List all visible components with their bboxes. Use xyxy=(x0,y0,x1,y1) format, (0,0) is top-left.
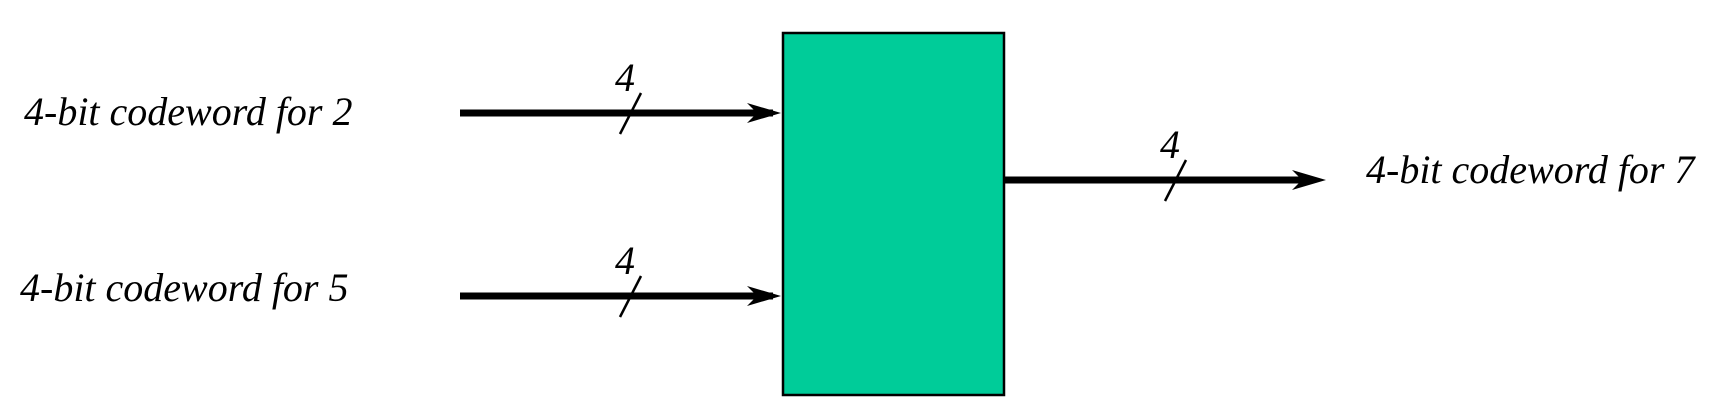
arrowhead-icon xyxy=(747,286,781,306)
input-wire-1 xyxy=(460,92,781,135)
encoder-block xyxy=(781,31,1006,397)
bus-slash-icon xyxy=(1163,159,1188,202)
input-label-1: 4-bit codeword for 2 xyxy=(24,89,353,134)
bus-width-label-output: 4 xyxy=(1160,122,1180,167)
output-wire xyxy=(1004,159,1326,202)
bus-slash-icon xyxy=(618,92,643,135)
bus-slash-icon xyxy=(618,275,643,318)
arrowhead-icon xyxy=(747,103,781,123)
arrowhead-icon xyxy=(1292,170,1326,190)
output-label: 4-bit codeword for 7 xyxy=(1366,147,1695,192)
input-wire-2 xyxy=(460,275,781,318)
bus-width-label-input-1: 4 xyxy=(615,55,635,100)
input-label-2: 4-bit codeword for 5 xyxy=(20,265,349,310)
bus-width-label-input-2: 4 xyxy=(615,238,635,283)
